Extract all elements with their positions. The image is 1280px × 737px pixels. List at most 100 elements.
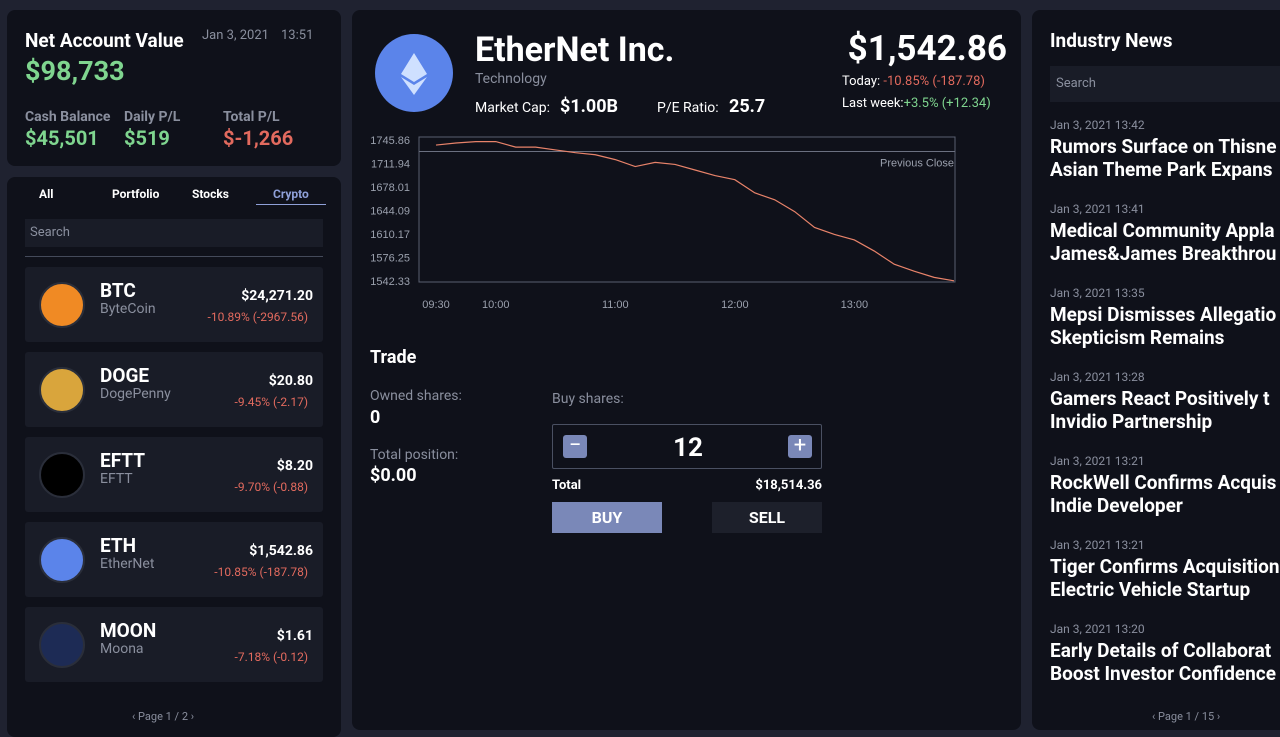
trading-app: Net Account Value Jan 3, 2021 13:51 $98,… bbox=[7, 10, 1280, 737]
stat-value: $519 bbox=[124, 126, 170, 150]
coin-icon bbox=[39, 367, 85, 413]
news-pager[interactable]: ‹ Page 1 / 15 › bbox=[1152, 710, 1221, 723]
news-headline[interactable]: Gamers React Positively t Invidio Partne… bbox=[1050, 387, 1270, 433]
tab[interactable]: Crypto bbox=[256, 187, 326, 205]
watch-item[interactable]: ETH EtherNet $1,542.86 -10.85% (-187.78) bbox=[25, 522, 323, 597]
y-tick-label: 1745.86 bbox=[370, 135, 410, 147]
price: $1,542.86 bbox=[249, 543, 313, 559]
price: $24,271.20 bbox=[241, 288, 313, 304]
x-tick-label: 10:00 bbox=[482, 299, 510, 311]
buy-button[interactable]: BUY bbox=[552, 502, 662, 533]
stock-price: $1,542.86 bbox=[847, 28, 1007, 69]
owned: 0 bbox=[370, 407, 381, 428]
x-tick-label: 11:00 bbox=[602, 299, 629, 311]
news-headline[interactable]: Rumors Surface on Thisne Asian Theme Par… bbox=[1050, 135, 1277, 181]
position-label: Total position: bbox=[370, 447, 459, 463]
change: -9.45% (-2.17) bbox=[234, 395, 308, 409]
price: $1.61 bbox=[276, 628, 313, 644]
coin-name: ByteCoin bbox=[100, 301, 156, 317]
price-chart: 1542.33 1576.25 1610.17 1644.09 1678.01 1711.… bbox=[370, 135, 956, 311]
plot-frame bbox=[418, 136, 956, 283]
account-date: Jan 3, 2021 bbox=[202, 28, 269, 43]
news-search[interactable]: Search bbox=[1050, 66, 1280, 102]
coin-name: DogePenny bbox=[100, 386, 171, 402]
stat-label: Daily P/L bbox=[124, 109, 181, 125]
y-tick-label: 1678.01 bbox=[370, 182, 410, 194]
news-time: Jan 3, 2021 13:35 bbox=[1050, 286, 1145, 300]
coin-name: Moona bbox=[100, 641, 144, 657]
change: -7.18% (-0.12) bbox=[234, 650, 308, 664]
total: $18,514.36 bbox=[755, 478, 822, 493]
y-tick-label: 1610.17 bbox=[370, 229, 410, 241]
stock-panel: EtherNet Inc. Technology Market Cap: $1.… bbox=[352, 10, 1021, 730]
watch-item[interactable]: MOON Moona $1.61 -7.18% (-0.12) bbox=[25, 607, 323, 682]
price: $8.20 bbox=[276, 458, 313, 474]
watch-item[interactable]: BTC ByteCoin $24,271.20 -10.89% (-2967.56) bbox=[25, 267, 323, 342]
stock-name: EtherNet Inc. bbox=[475, 30, 675, 70]
news-time: Jan 3, 2021 13:42 bbox=[1050, 118, 1145, 132]
market-cap: $1.00B bbox=[560, 96, 619, 117]
annotation: Previous Close bbox=[880, 157, 954, 169]
tab[interactable]: All bbox=[39, 187, 54, 201]
watch-pager[interactable]: ‹ Page 1 / 2 › bbox=[132, 710, 195, 723]
y-tick-label: 1711.94 bbox=[371, 158, 410, 170]
x-tick-label: 13:00 bbox=[841, 299, 869, 311]
y-tick-label: 1576.25 bbox=[370, 252, 410, 264]
symbol: BTC bbox=[100, 279, 136, 302]
symbol: EFTT bbox=[100, 449, 145, 472]
change: -9.70% (-0.88) bbox=[234, 480, 308, 494]
coin-icon bbox=[39, 452, 85, 498]
watch-item[interactable]: DOGE DogePenny $20.80 -9.45% (-2.17) bbox=[25, 352, 323, 427]
news-headline[interactable]: Tiger Confirms Acquisition Electric Vehi… bbox=[1050, 555, 1280, 601]
tab[interactable]: Portfolio bbox=[112, 187, 160, 201]
price-line bbox=[435, 140, 955, 282]
owned-label: Owned shares: bbox=[370, 388, 462, 404]
market-cap-label: Market Cap: bbox=[475, 100, 550, 116]
coin-name: EFTT bbox=[100, 471, 133, 487]
news-headline[interactable]: Medical Community Appla James&James Brea… bbox=[1050, 219, 1277, 265]
plus-button[interactable]: + bbox=[788, 435, 812, 458]
coin-icon bbox=[39, 537, 85, 583]
week-label: Last week: bbox=[842, 96, 904, 111]
account-value: $98,733 bbox=[25, 55, 125, 87]
pe-ratio: 25.7 bbox=[729, 96, 766, 117]
watch-search[interactable]: Search bbox=[25, 219, 323, 247]
pager-text: Page 1 / 2 bbox=[138, 710, 189, 723]
price: $20.80 bbox=[268, 373, 313, 389]
change: -10.89% (-2967.56) bbox=[207, 310, 308, 324]
news-headline[interactable]: Mepsi Dismisses Allegatio Skepticism Rem… bbox=[1050, 303, 1277, 349]
tab[interactable]: Stocks bbox=[192, 187, 229, 201]
y-tick-label: 1644.09 bbox=[370, 205, 410, 217]
symbol: DOGE bbox=[100, 364, 150, 387]
watchlist-panel: All Portfolio Stocks Crypto Search BTC ByteC… bbox=[7, 177, 341, 737]
news-headline[interactable]: RockWell Confirms Acquis Indie Developer bbox=[1050, 471, 1277, 517]
trade-title: Trade bbox=[370, 347, 417, 368]
pager-text: Page 1 / 15 bbox=[1158, 710, 1215, 723]
position: $0.00 bbox=[370, 465, 417, 486]
minus-button[interactable]: − bbox=[563, 435, 587, 458]
watch-item[interactable]: EFTT EFTT $8.20 -9.70% (-0.88) bbox=[25, 437, 323, 512]
news-time: Jan 3, 2021 13:21 bbox=[1050, 454, 1145, 468]
news-time: Jan 3, 2021 13:20 bbox=[1050, 622, 1145, 636]
stat-label: Total P/L bbox=[223, 109, 280, 125]
divider bbox=[25, 256, 323, 257]
sell-button[interactable]: SELL bbox=[712, 502, 822, 533]
quantity[interactable]: 12 bbox=[673, 433, 703, 463]
pe-label: P/E Ratio: bbox=[657, 100, 719, 116]
buy-label: Buy shares: bbox=[552, 391, 624, 407]
news-time: Jan 3, 2021 13:21 bbox=[1050, 538, 1145, 552]
change: -10.85% (-187.78) bbox=[214, 565, 308, 579]
stat-label: Cash Balance bbox=[25, 109, 111, 125]
news-headline[interactable]: Early Details of Collaborat Boost Invest… bbox=[1050, 639, 1276, 685]
x-tick-label: 12:00 bbox=[721, 299, 749, 311]
y-tick-label: 1542.33 bbox=[370, 276, 410, 288]
today-label: Today: bbox=[842, 74, 881, 89]
coin-icon bbox=[39, 622, 85, 668]
account-panel: Net Account Value Jan 3, 2021 13:51 $98,… bbox=[7, 10, 341, 166]
stat-value: $-1,266 bbox=[223, 126, 294, 150]
news-time: Jan 3, 2021 13:28 bbox=[1050, 370, 1145, 384]
news-panel: Industry News Search Jan 3, 2021 13:42 Ru… bbox=[1032, 10, 1280, 730]
coin-icon bbox=[39, 282, 85, 328]
stat-value: $45,501 bbox=[25, 126, 99, 150]
account-time: 13:51 bbox=[281, 28, 314, 43]
